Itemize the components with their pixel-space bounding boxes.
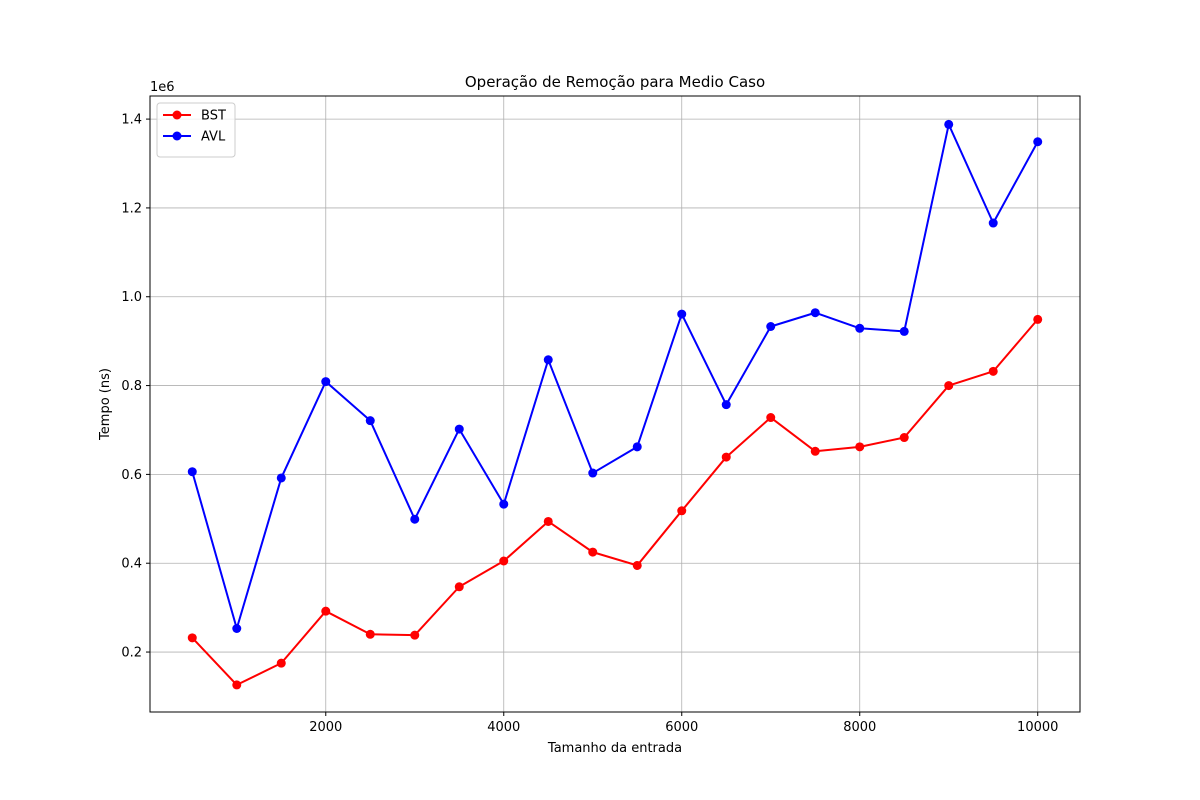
y-tick-label: 1.2 — [121, 201, 142, 216]
data-point-avl — [677, 309, 687, 319]
data-point-bst — [1033, 314, 1043, 324]
series-line-bst — [191, 318, 1039, 686]
data-point-bst — [187, 633, 197, 643]
data-point-bst — [677, 506, 687, 516]
data-point-bst — [632, 560, 642, 570]
legend-label: AVL — [201, 130, 226, 145]
x-axis-label: Tamanho da entrada — [547, 741, 682, 756]
ticks: 2000 4000 6000 8000 10000 0.2 0.4 0.6 0.8 1.0 1.2 1… — [121, 113, 1058, 735]
y-axis-offset-label: 1e6 — [150, 80, 175, 95]
data-point-avl — [232, 624, 242, 634]
series-avl — [187, 119, 1043, 634]
data-point-bst — [321, 606, 331, 616]
data-point-avl — [454, 424, 464, 434]
x-tick-label: 10000 — [1017, 720, 1058, 735]
data-point-bst — [499, 556, 509, 566]
y-axis-label: Tempo (ns) — [98, 368, 113, 441]
series-line-avl — [191, 123, 1039, 630]
data-point-bst — [988, 366, 998, 376]
data-point-bst — [766, 413, 776, 423]
data-point-bst — [899, 433, 909, 443]
legend: BST AVL — [156, 102, 236, 158]
data-point-bst — [944, 381, 954, 391]
series-bst — [187, 314, 1043, 690]
data-point-avl — [855, 323, 865, 333]
y-tick-label: 0.4 — [121, 557, 142, 572]
legend-swatch-marker — [172, 131, 182, 141]
data-point-avl — [588, 468, 598, 478]
legend-label: BST — [201, 109, 226, 124]
y-tick-label: 1.4 — [121, 113, 142, 128]
chart-title: Operação de Remoção para Medio Caso — [465, 73, 765, 91]
data-point-avl — [944, 119, 954, 129]
data-point-avl — [721, 400, 731, 410]
data-point-bst — [232, 680, 242, 690]
data-point-avl — [410, 514, 420, 524]
data-point-bst — [588, 547, 598, 557]
legend-item-avl: AVL — [163, 130, 226, 145]
data-point-bst — [365, 629, 375, 639]
data-point-avl — [321, 377, 331, 387]
data-point-bst — [454, 582, 464, 592]
data-point-avl — [632, 442, 642, 452]
series-layer — [187, 119, 1043, 690]
data-point-bst — [855, 442, 865, 452]
y-tick-label: 0.8 — [121, 379, 142, 394]
legend-swatch-marker — [172, 110, 182, 120]
data-point-avl — [899, 326, 909, 336]
data-point-bst — [543, 516, 553, 526]
data-point-bst — [410, 630, 420, 640]
y-tick-label: 0.2 — [121, 646, 142, 661]
x-tick-label: 8000 — [843, 720, 876, 735]
data-point-avl — [499, 499, 509, 509]
legend-item-bst: BST — [163, 109, 226, 124]
grid — [150, 96, 1080, 712]
y-tick-label: 1.0 — [121, 290, 142, 305]
data-point-avl — [543, 355, 553, 365]
data-point-avl — [1033, 137, 1043, 147]
data-point-avl — [276, 473, 286, 483]
data-point-avl — [810, 308, 820, 318]
x-tick-label: 4000 — [487, 720, 520, 735]
x-tick-label: 6000 — [665, 720, 698, 735]
x-tick-label: 2000 — [309, 720, 342, 735]
data-point-bst — [810, 446, 820, 456]
data-point-avl — [766, 322, 776, 332]
data-point-bst — [721, 452, 731, 462]
plot-frame — [149, 95, 1081, 713]
data-point-avl — [365, 416, 375, 426]
data-point-avl — [187, 467, 197, 477]
data-point-avl — [988, 218, 998, 228]
data-point-bst — [276, 658, 286, 668]
y-tick-label: 0.6 — [121, 468, 142, 483]
